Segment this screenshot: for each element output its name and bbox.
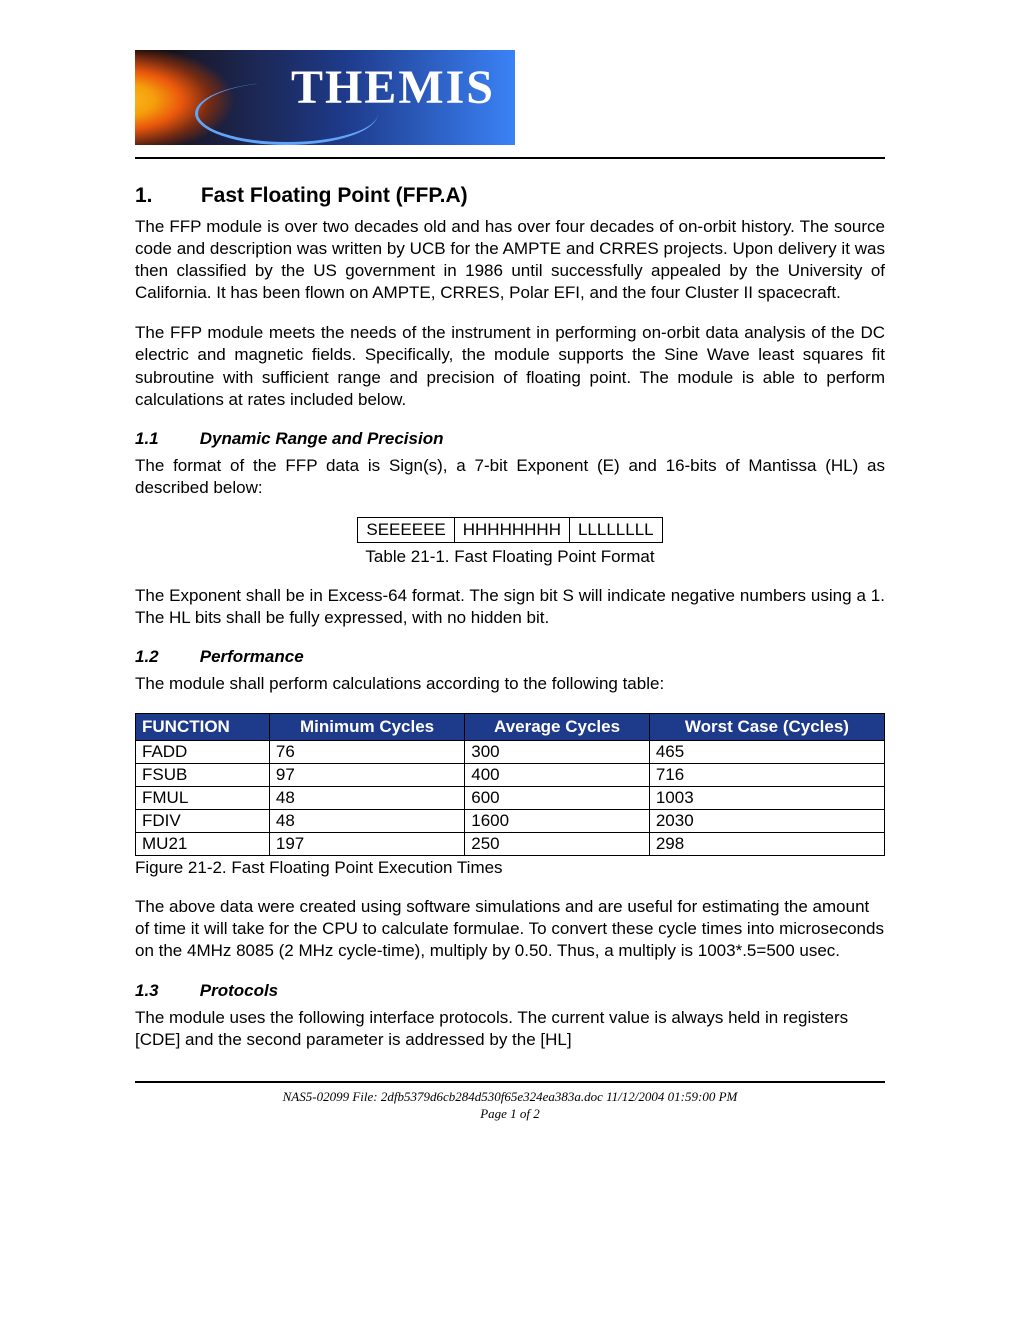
heading-1-2-number: 1.2	[135, 647, 195, 667]
performance-table: FUNCTION Minimum Cycles Average Cycles W…	[135, 713, 885, 856]
table-cell: 298	[649, 833, 884, 856]
format-cell-2: LLLLLLLL	[569, 517, 662, 542]
paragraph-3: The format of the FFP data is Sign(s), a…	[135, 455, 885, 499]
table-header-3: Worst Case (Cycles)	[649, 714, 884, 741]
table-cell: FADD	[136, 741, 270, 764]
format-cell-0: SEEEEEE	[358, 517, 454, 542]
table-header-row: FUNCTION Minimum Cycles Average Cycles W…	[136, 714, 885, 741]
format-table-caption: Table 21-1. Fast Floating Point Format	[135, 547, 885, 567]
table-cell: 600	[465, 787, 650, 810]
paragraph-7: The module uses the following interface …	[135, 1007, 885, 1051]
performance-table-caption: Figure 21-2. Fast Floating Point Executi…	[135, 858, 885, 878]
table-cell: 465	[649, 741, 884, 764]
header-divider	[135, 157, 885, 159]
table-cell: 250	[465, 833, 650, 856]
table-row: FSUB97400716	[136, 764, 885, 787]
table-header-0: FUNCTION	[136, 714, 270, 741]
table-cell: 97	[269, 764, 464, 787]
footer-line-2: Page 1 of 2	[135, 1106, 885, 1123]
table-cell: 2030	[649, 810, 884, 833]
table-cell: FMUL	[136, 787, 270, 810]
heading-1: 1. Fast Floating Point (FFP.A)	[135, 184, 885, 208]
table-cell: 76	[269, 741, 464, 764]
table-cell: 48	[269, 787, 464, 810]
table-row: FMUL486001003	[136, 787, 885, 810]
heading-1-1-title: Dynamic Range and Precision	[200, 429, 444, 448]
heading-1-1: 1.1 Dynamic Range and Precision	[135, 429, 885, 449]
table-cell: 197	[269, 833, 464, 856]
table-cell: FDIV	[136, 810, 270, 833]
table-cell: 48	[269, 810, 464, 833]
table-cell: FSUB	[136, 764, 270, 787]
heading-1-3-title: Protocols	[200, 981, 278, 1000]
paragraph-6: The above data were created using softwa…	[135, 896, 885, 962]
table-row: FADD76300465	[136, 741, 885, 764]
paragraph-1: The FFP module is over two decades old a…	[135, 216, 885, 304]
themis-logo: THEMIS	[135, 50, 515, 145]
heading-1-number: 1.	[135, 184, 195, 208]
table-cell: 1003	[649, 787, 884, 810]
table-row: MU21197250298	[136, 833, 885, 856]
paragraph-4: The Exponent shall be in Excess-64 forma…	[135, 585, 885, 629]
format-table: SEEEEEE HHHHHHHH LLLLLLLL	[357, 517, 662, 543]
heading-1-3-number: 1.3	[135, 981, 195, 1001]
heading-1-2: 1.2 Performance	[135, 647, 885, 667]
table-row: FDIV4816002030	[136, 810, 885, 833]
heading-1-2-title: Performance	[200, 647, 304, 666]
heading-1-title: Fast Floating Point (FFP.A)	[201, 184, 468, 207]
format-cell-1: HHHHHHHH	[454, 517, 569, 542]
format-table-row: SEEEEEE HHHHHHHH LLLLLLLL	[358, 517, 662, 542]
heading-1-1-number: 1.1	[135, 429, 195, 449]
footer-divider	[135, 1081, 885, 1083]
table-cell: 400	[465, 764, 650, 787]
footer-line-1: NAS5-02099 File: 2dfb5379d6cb284d530f65e…	[135, 1089, 885, 1106]
table-header-1: Minimum Cycles	[269, 714, 464, 741]
table-header-2: Average Cycles	[465, 714, 650, 741]
paragraph-2: The FFP module meets the needs of the in…	[135, 322, 885, 410]
heading-1-3: 1.3 Protocols	[135, 981, 885, 1001]
logo-text: THEMIS	[291, 60, 495, 115]
table-cell: 1600	[465, 810, 650, 833]
table-cell: 300	[465, 741, 650, 764]
paragraph-5: The module shall perform calculations ac…	[135, 673, 885, 695]
table-cell: MU21	[136, 833, 270, 856]
page-footer: NAS5-02099 File: 2dfb5379d6cb284d530f65e…	[135, 1089, 885, 1123]
table-cell: 716	[649, 764, 884, 787]
